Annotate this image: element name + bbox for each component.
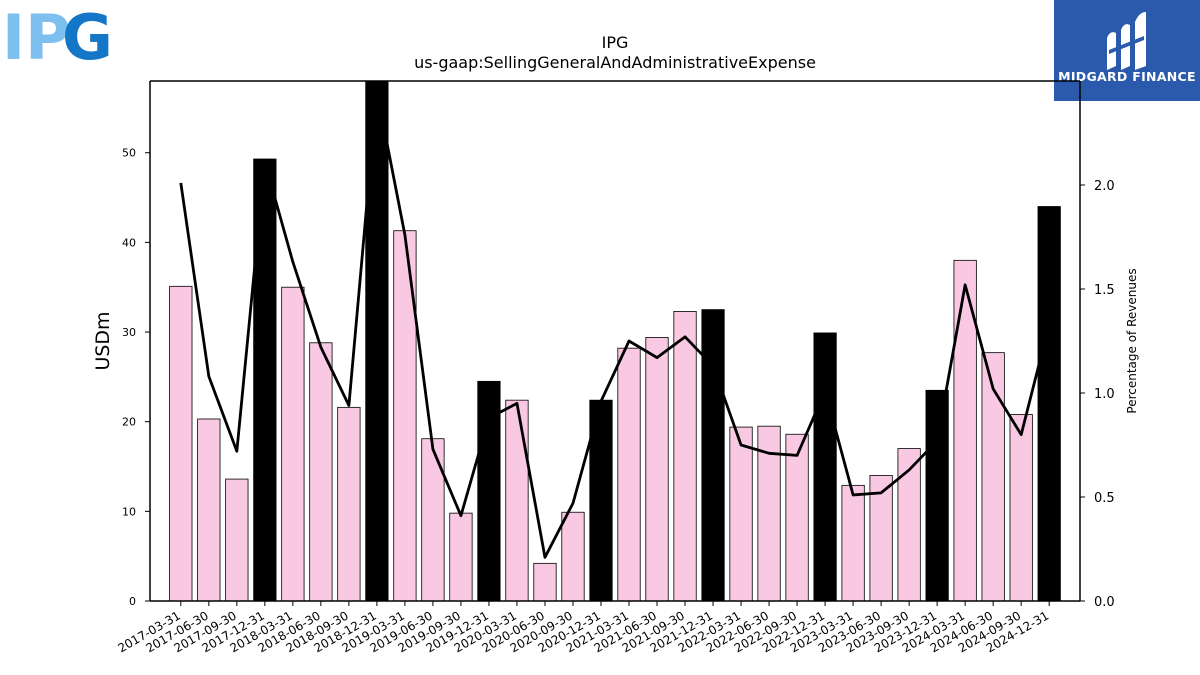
y-tick-label: 0	[129, 595, 136, 608]
y-right-tick-label: 2.0	[1094, 179, 1115, 194]
bar	[421, 438, 445, 601]
bar	[673, 311, 697, 601]
bar	[785, 433, 809, 601]
logo-text-dark: G	[62, 1, 113, 74]
y-right-tick-label: 1.0	[1094, 387, 1115, 402]
bar	[617, 347, 641, 601]
bar	[281, 286, 305, 601]
y-tick-label: 10	[122, 505, 136, 518]
bar	[1037, 206, 1061, 601]
line-series	[179, 90, 1051, 559]
bar	[197, 418, 221, 601]
chart-title: IPG	[602, 33, 629, 52]
brand-name: MIDGARD FINANCE	[1058, 69, 1196, 84]
bar	[505, 399, 529, 601]
bar	[925, 389, 949, 601]
bar	[729, 426, 753, 601]
bar	[533, 562, 557, 601]
bar	[337, 406, 361, 601]
y-tick-label: 30	[122, 326, 136, 339]
y-right-tick-label: 1.5	[1094, 283, 1115, 298]
bar	[253, 158, 277, 601]
y-tick-label: 40	[122, 236, 136, 249]
bar	[953, 259, 977, 601]
bar	[897, 448, 921, 601]
bar	[449, 512, 473, 601]
bar	[309, 342, 333, 601]
y-axis-right-label: Percentage of Revenues	[1125, 268, 1139, 413]
bar	[561, 511, 585, 601]
bar	[701, 309, 725, 601]
bar	[645, 337, 669, 601]
logo-text-light: IP	[2, 1, 71, 74]
y-tick-label: 50	[122, 147, 136, 160]
percentage-line	[179, 90, 1051, 559]
y-axis-label: USDm	[92, 311, 114, 370]
bar	[981, 352, 1005, 601]
bar	[869, 475, 893, 601]
bar	[813, 332, 837, 601]
chart-subtitle: us-gaap:SellingGeneralAndAdministrativeE…	[414, 53, 816, 72]
y-right-tick-label: 0.5	[1094, 491, 1115, 506]
ipg-logo: IP G	[2, 1, 113, 74]
bar	[225, 478, 249, 601]
midgard-emblem-icon	[1107, 12, 1146, 71]
midgard-finance-logo: MIDGARD FINANCE	[1054, 0, 1200, 101]
bar-series	[169, 81, 1061, 601]
bar	[757, 425, 781, 601]
bar	[1009, 414, 1033, 601]
bar	[841, 484, 865, 601]
y-right-tick-label: 0.0	[1094, 595, 1115, 610]
y-tick-label: 20	[122, 416, 136, 429]
bar	[169, 285, 193, 601]
bar	[365, 81, 389, 601]
